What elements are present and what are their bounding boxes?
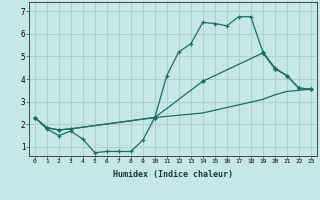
- X-axis label: Humidex (Indice chaleur): Humidex (Indice chaleur): [113, 170, 233, 179]
